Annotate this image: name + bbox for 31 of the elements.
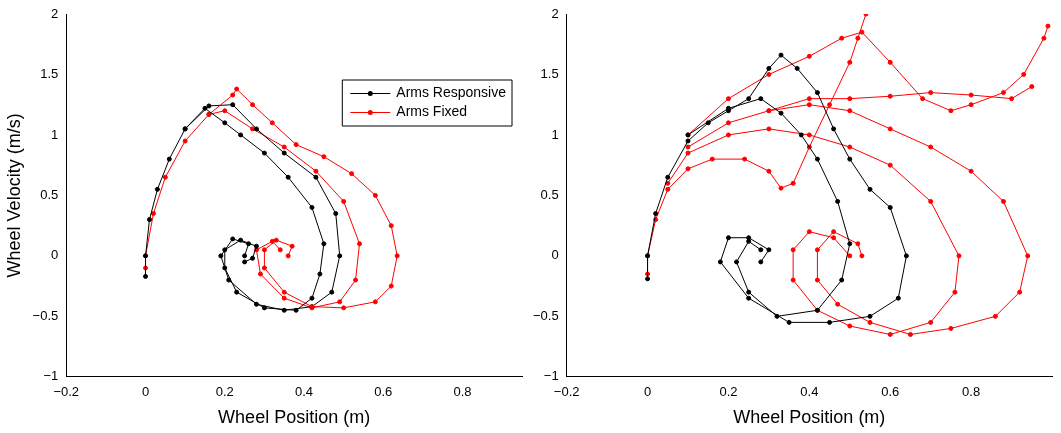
x-tick-label: 0.2 <box>719 384 738 400</box>
x-tick-label: −0.2 <box>553 384 580 400</box>
y-tick-label: −0.5 <box>32 307 59 323</box>
x-tick-label: 0.6 <box>881 384 900 400</box>
x-tick-label: 0.8 <box>962 384 981 400</box>
x-tick-label: 0.4 <box>295 384 314 400</box>
y-tick-label: −0.5 <box>532 307 559 323</box>
y-tick-label: 0.5 <box>540 186 559 202</box>
y-tick-label: 1 <box>51 126 59 142</box>
y-axis-title: Wheel Velocity (m/s) <box>3 113 24 278</box>
y-tick-label: −1 <box>543 368 559 384</box>
y-tick-label: 0 <box>51 247 59 263</box>
y-tick-label: −1 <box>43 368 59 384</box>
y-tick-label: 1 <box>551 126 559 142</box>
y-tick-label: 2 <box>551 5 559 21</box>
legend-label: Arms Fixed <box>396 103 468 120</box>
legend-label: Arms Responsive <box>396 84 507 101</box>
x-axis-title: Wheel Position (m) <box>733 407 886 428</box>
x-tick-label: 0.6 <box>374 384 393 400</box>
y-tick-label: 1.5 <box>40 66 59 82</box>
x-tick-label: 0.2 <box>215 384 234 400</box>
x-tick-label: −0.2 <box>53 384 80 400</box>
x-tick-label: 0.4 <box>800 384 819 400</box>
y-tick-label: 1.5 <box>540 66 559 82</box>
y-tick-label: 0.5 <box>40 186 59 202</box>
y-tick-label: 0 <box>551 247 559 263</box>
x-tick-label: 0 <box>141 384 150 400</box>
x-axis-title: Wheel Position (m) <box>218 407 371 428</box>
x-tick-label: 0 <box>643 384 652 400</box>
x-tick-label: 0.8 <box>453 384 472 400</box>
y-tick-label: 2 <box>51 5 59 21</box>
